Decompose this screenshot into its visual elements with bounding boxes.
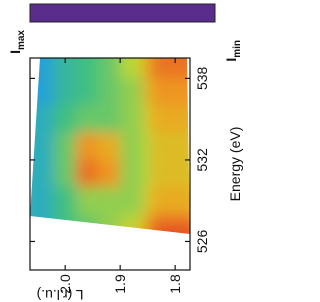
x-tick-label: 2.0 — [57, 274, 73, 294]
heatmap-cell — [75, 78, 99, 106]
y-tick-label: 532 — [194, 148, 210, 172]
heatmap-cell — [119, 186, 143, 215]
heatmap — [30, 58, 190, 234]
colorbar-min-label-sub: min — [232, 40, 243, 58]
heatmap-cell — [141, 225, 165, 234]
heatmap-cell — [150, 159, 190, 188]
heatmap-cell — [150, 132, 190, 161]
colorbar-max-label-sub: max — [16, 30, 27, 50]
colorbar-max-label-main: I — [7, 50, 23, 54]
heatmap-cell — [75, 186, 99, 215]
heatmap-cell — [53, 105, 77, 134]
y-axis-label: Energy (eV) — [227, 127, 243, 202]
chart: Imax Imin Energy (eV) L (r.l.u.) 538 532 5… — [7, 3, 243, 302]
heatmap-cell — [119, 132, 143, 161]
heatmap-cell — [97, 105, 121, 134]
y-tick-label: 526 — [194, 230, 210, 254]
heatmap-cell — [53, 159, 77, 188]
colorbar-min-label-main: I — [223, 58, 239, 62]
plot-frame — [29, 57, 191, 271]
heatmap-cell — [97, 214, 121, 234]
heatmap-cell — [53, 214, 77, 234]
heatmap-cell — [75, 132, 99, 161]
heatmap-cell — [97, 159, 121, 188]
colorbar — [29, 3, 216, 23]
x-tick-label: 1.8 — [167, 274, 183, 294]
heatmap-cell — [150, 225, 190, 234]
heatmap-cell — [53, 186, 77, 215]
heatmap-cell — [53, 78, 77, 106]
x-tick-label: 1.9 — [112, 274, 128, 294]
heatmap-cell — [75, 225, 99, 234]
heatmap-cell — [119, 105, 143, 134]
heatmap-cell — [150, 186, 190, 215]
heatmap-cell — [119, 78, 143, 106]
plot-area — [30, 58, 190, 234]
heatmap-cell — [75, 105, 99, 134]
y-tick-label: 538 — [194, 66, 210, 90]
colorbar-max-label: Imax — [7, 30, 27, 54]
x-axis-label: L (r.l.u.) — [37, 287, 84, 302]
heatmap-cell — [150, 105, 190, 134]
heatmap-cell — [75, 159, 99, 188]
heatmap-cell — [97, 78, 121, 106]
heatmap-cell — [97, 186, 121, 215]
heatmap-cell — [53, 132, 77, 161]
colorbar-min-label: Imin — [223, 40, 243, 62]
heatmap-cell — [119, 159, 143, 188]
heatmap-cell — [150, 78, 190, 106]
heatmap-cell — [75, 214, 99, 234]
heatmap-cell — [97, 132, 121, 161]
